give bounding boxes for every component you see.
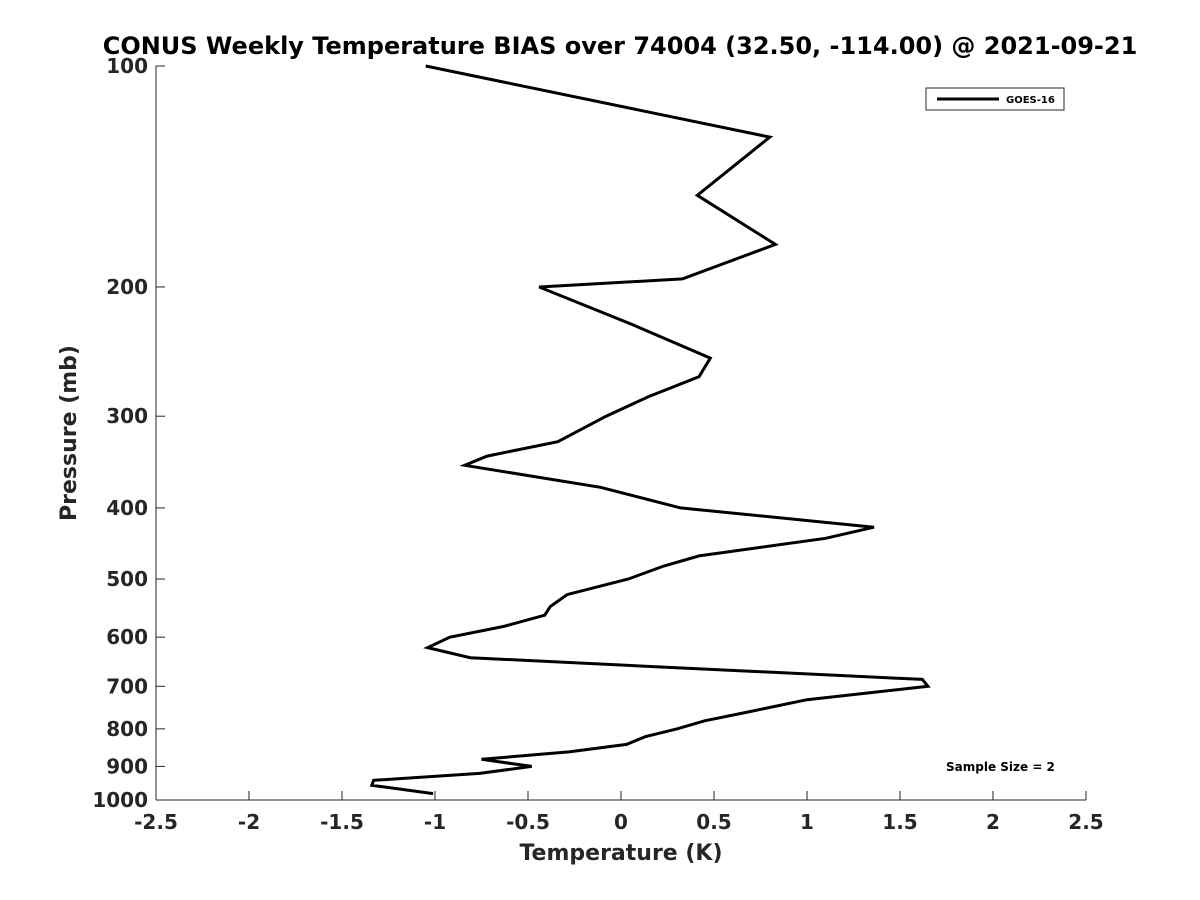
legend-entry-goes-16: GOES-16 [1006,95,1055,106]
y-tick-label: 800 [106,717,148,741]
x-tick-label: 2 [986,810,1000,834]
x-tick-label: -2.5 [134,810,178,834]
y-tick-label: 400 [106,496,148,520]
legend: GOES-16 [925,87,1065,111]
y-tick-label: 300 [106,404,148,428]
chart-title: CONUS Weekly Temperature BIAS over 74004… [103,32,1138,60]
y-tick-label: 500 [106,567,148,591]
y-tick-label: 1000 [92,788,148,812]
y-tick-label: 200 [106,275,148,299]
x-tick-label: 1.5 [882,810,917,834]
x-axis-label: Temperature (K) [519,841,722,866]
series-line-goes-16 [369,64,931,796]
x-tick-label: -1.5 [320,810,364,834]
x-tick-label: 2.5 [1068,810,1103,834]
x-tick-label: -1 [424,810,446,834]
sample-size-annotation: Sample Size = 2 [946,760,1055,774]
y-tick-label: 700 [106,674,148,698]
y-axis-ticks: 100 200 300 400 500 600 700 800 900 1000 [92,54,165,812]
y-tick-label: 100 [106,54,148,78]
x-tick-label: 1 [800,810,814,834]
x-tick-label: 0.5 [696,810,731,834]
x-axis-ticks: -2.5 -2 -1.5 -1 -0.5 0 0.5 1 1.5 2 2.5 [134,791,1104,834]
plot-area [155,66,1086,801]
y-axis-label: Pressure (mb) [57,345,82,521]
y-tick-label: 600 [106,625,148,649]
x-tick-label: -2 [238,810,260,834]
y-tick-label: 900 [106,754,148,778]
x-tick-label: -0.5 [506,810,550,834]
x-tick-label: 0 [614,810,628,834]
